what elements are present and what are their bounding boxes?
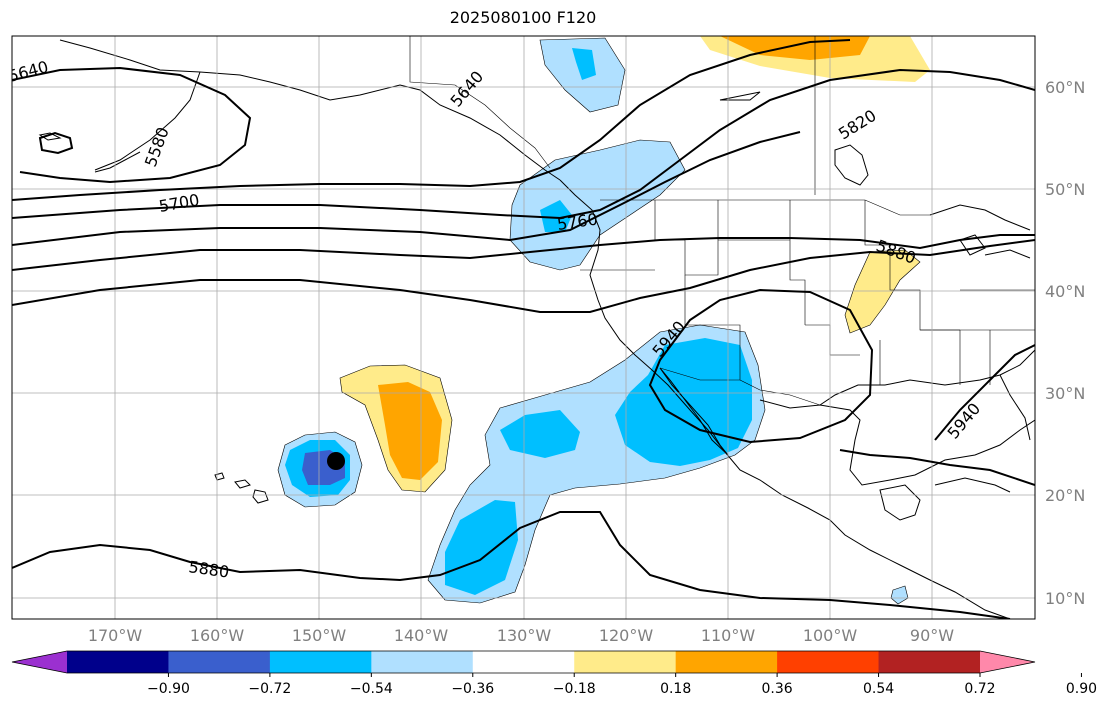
lat-label: 30°N xyxy=(1045,384,1085,403)
lat-label: 20°N xyxy=(1045,486,1085,505)
colorbar-tick-label: −0.72 xyxy=(248,681,291,697)
colorbar-tick-label: 0.90 xyxy=(1066,681,1097,697)
colorbar-tick-label: −0.18 xyxy=(553,681,596,697)
lon-label: 120°W xyxy=(599,626,654,645)
lon-label: 110°W xyxy=(701,626,756,645)
colorbar-segment xyxy=(269,651,372,673)
longitude-labels: 170°W 160°W 150°W 140°W 130°W 120°W 110°… xyxy=(88,626,954,645)
map-title: 2025080100 F120 xyxy=(449,8,597,27)
storm-center-marker xyxy=(327,452,345,470)
lon-label: 100°W xyxy=(803,626,858,645)
lon-label: 160°W xyxy=(190,626,245,645)
colorbar-tick-label: 0.36 xyxy=(762,681,793,697)
political-boundaries xyxy=(409,36,1035,406)
colorbar-extend-low xyxy=(12,651,67,673)
colorbar-segment xyxy=(878,651,981,673)
map-frame xyxy=(11,35,1036,620)
colorbar-extend-high xyxy=(980,651,1035,673)
lon-label: 90°W xyxy=(910,626,954,645)
colorbar-segment xyxy=(472,651,575,673)
lat-label: 40°N xyxy=(1045,282,1085,301)
colorbar-segment xyxy=(777,651,880,673)
lon-label: 140°W xyxy=(394,626,449,645)
colorbar-segment xyxy=(168,651,271,673)
lon-label: 170°W xyxy=(88,626,143,645)
lon-label: 130°W xyxy=(497,626,552,645)
lon-label: 150°W xyxy=(292,626,347,645)
lat-label: 10°N xyxy=(1045,589,1085,608)
height-contours xyxy=(12,39,1035,619)
colorbar-outline xyxy=(11,650,1036,674)
gridlines xyxy=(12,36,1035,619)
latitude-labels: 60°N 50°N 40°N 30°N 20°N 10°N xyxy=(1045,78,1085,608)
lat-label: 60°N xyxy=(1045,78,1085,97)
colorbar-tick-label: −0.90 xyxy=(147,681,190,697)
colorbar-tick-label: 0.18 xyxy=(660,681,691,697)
colorbar: −0.90 −0.72 −0.54 −0.36 −0.18 0.18 0.36 0.54 0.7… xyxy=(11,650,1097,697)
colorbar-segment xyxy=(675,651,778,673)
colorbar-segment xyxy=(67,651,169,673)
colorbar-tick-label: 0.72 xyxy=(964,681,995,697)
colorbar-segment xyxy=(574,651,677,673)
colorbar-tick-label: 0.54 xyxy=(863,681,894,697)
colorbar-tick-label: −0.54 xyxy=(350,681,393,697)
colorbar-segment xyxy=(371,651,474,673)
lat-label: 50°N xyxy=(1045,180,1085,199)
colorbar-tick-label: −0.36 xyxy=(451,681,494,697)
